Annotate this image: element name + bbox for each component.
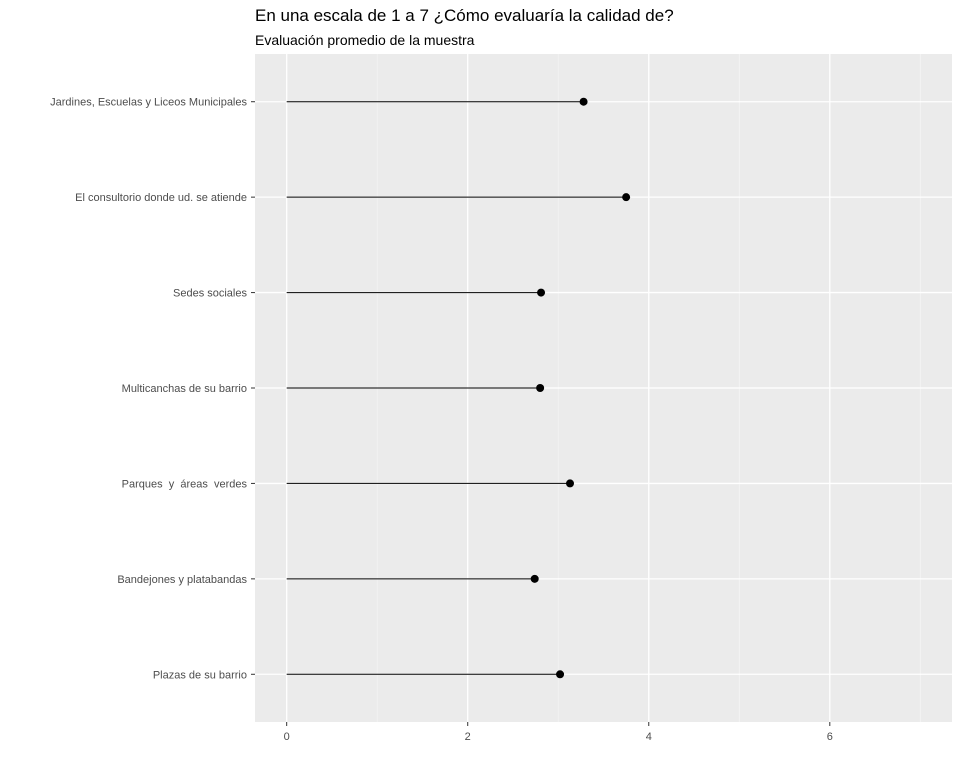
x-tick-label: 4 bbox=[646, 731, 652, 743]
lollipop-point bbox=[566, 479, 574, 487]
lollipop-point bbox=[536, 384, 544, 392]
lollipop-point bbox=[622, 193, 630, 201]
y-tick-label: Bandejones y platabandas bbox=[117, 574, 247, 586]
lollipop-point bbox=[531, 575, 539, 583]
x-tick-label: 2 bbox=[465, 731, 471, 743]
y-tick-label: Multicanchas de su barrio bbox=[122, 383, 247, 395]
y-tick-label: Plazas de su barrio bbox=[153, 669, 247, 681]
lollipop-point bbox=[580, 98, 588, 106]
lollipop-point bbox=[537, 289, 545, 297]
lollipop-point bbox=[556, 670, 564, 678]
y-tick-label: Sedes sociales bbox=[173, 288, 247, 300]
y-tick-label: Parques y áreas verdes bbox=[122, 478, 248, 490]
y-tick-label: El consultorio donde ud. se atiende bbox=[75, 192, 247, 204]
x-tick-label: 6 bbox=[827, 731, 833, 743]
x-tick-label: 0 bbox=[284, 731, 290, 743]
y-tick-label: Jardines, Escuelas y Liceos Municipales bbox=[50, 97, 247, 109]
